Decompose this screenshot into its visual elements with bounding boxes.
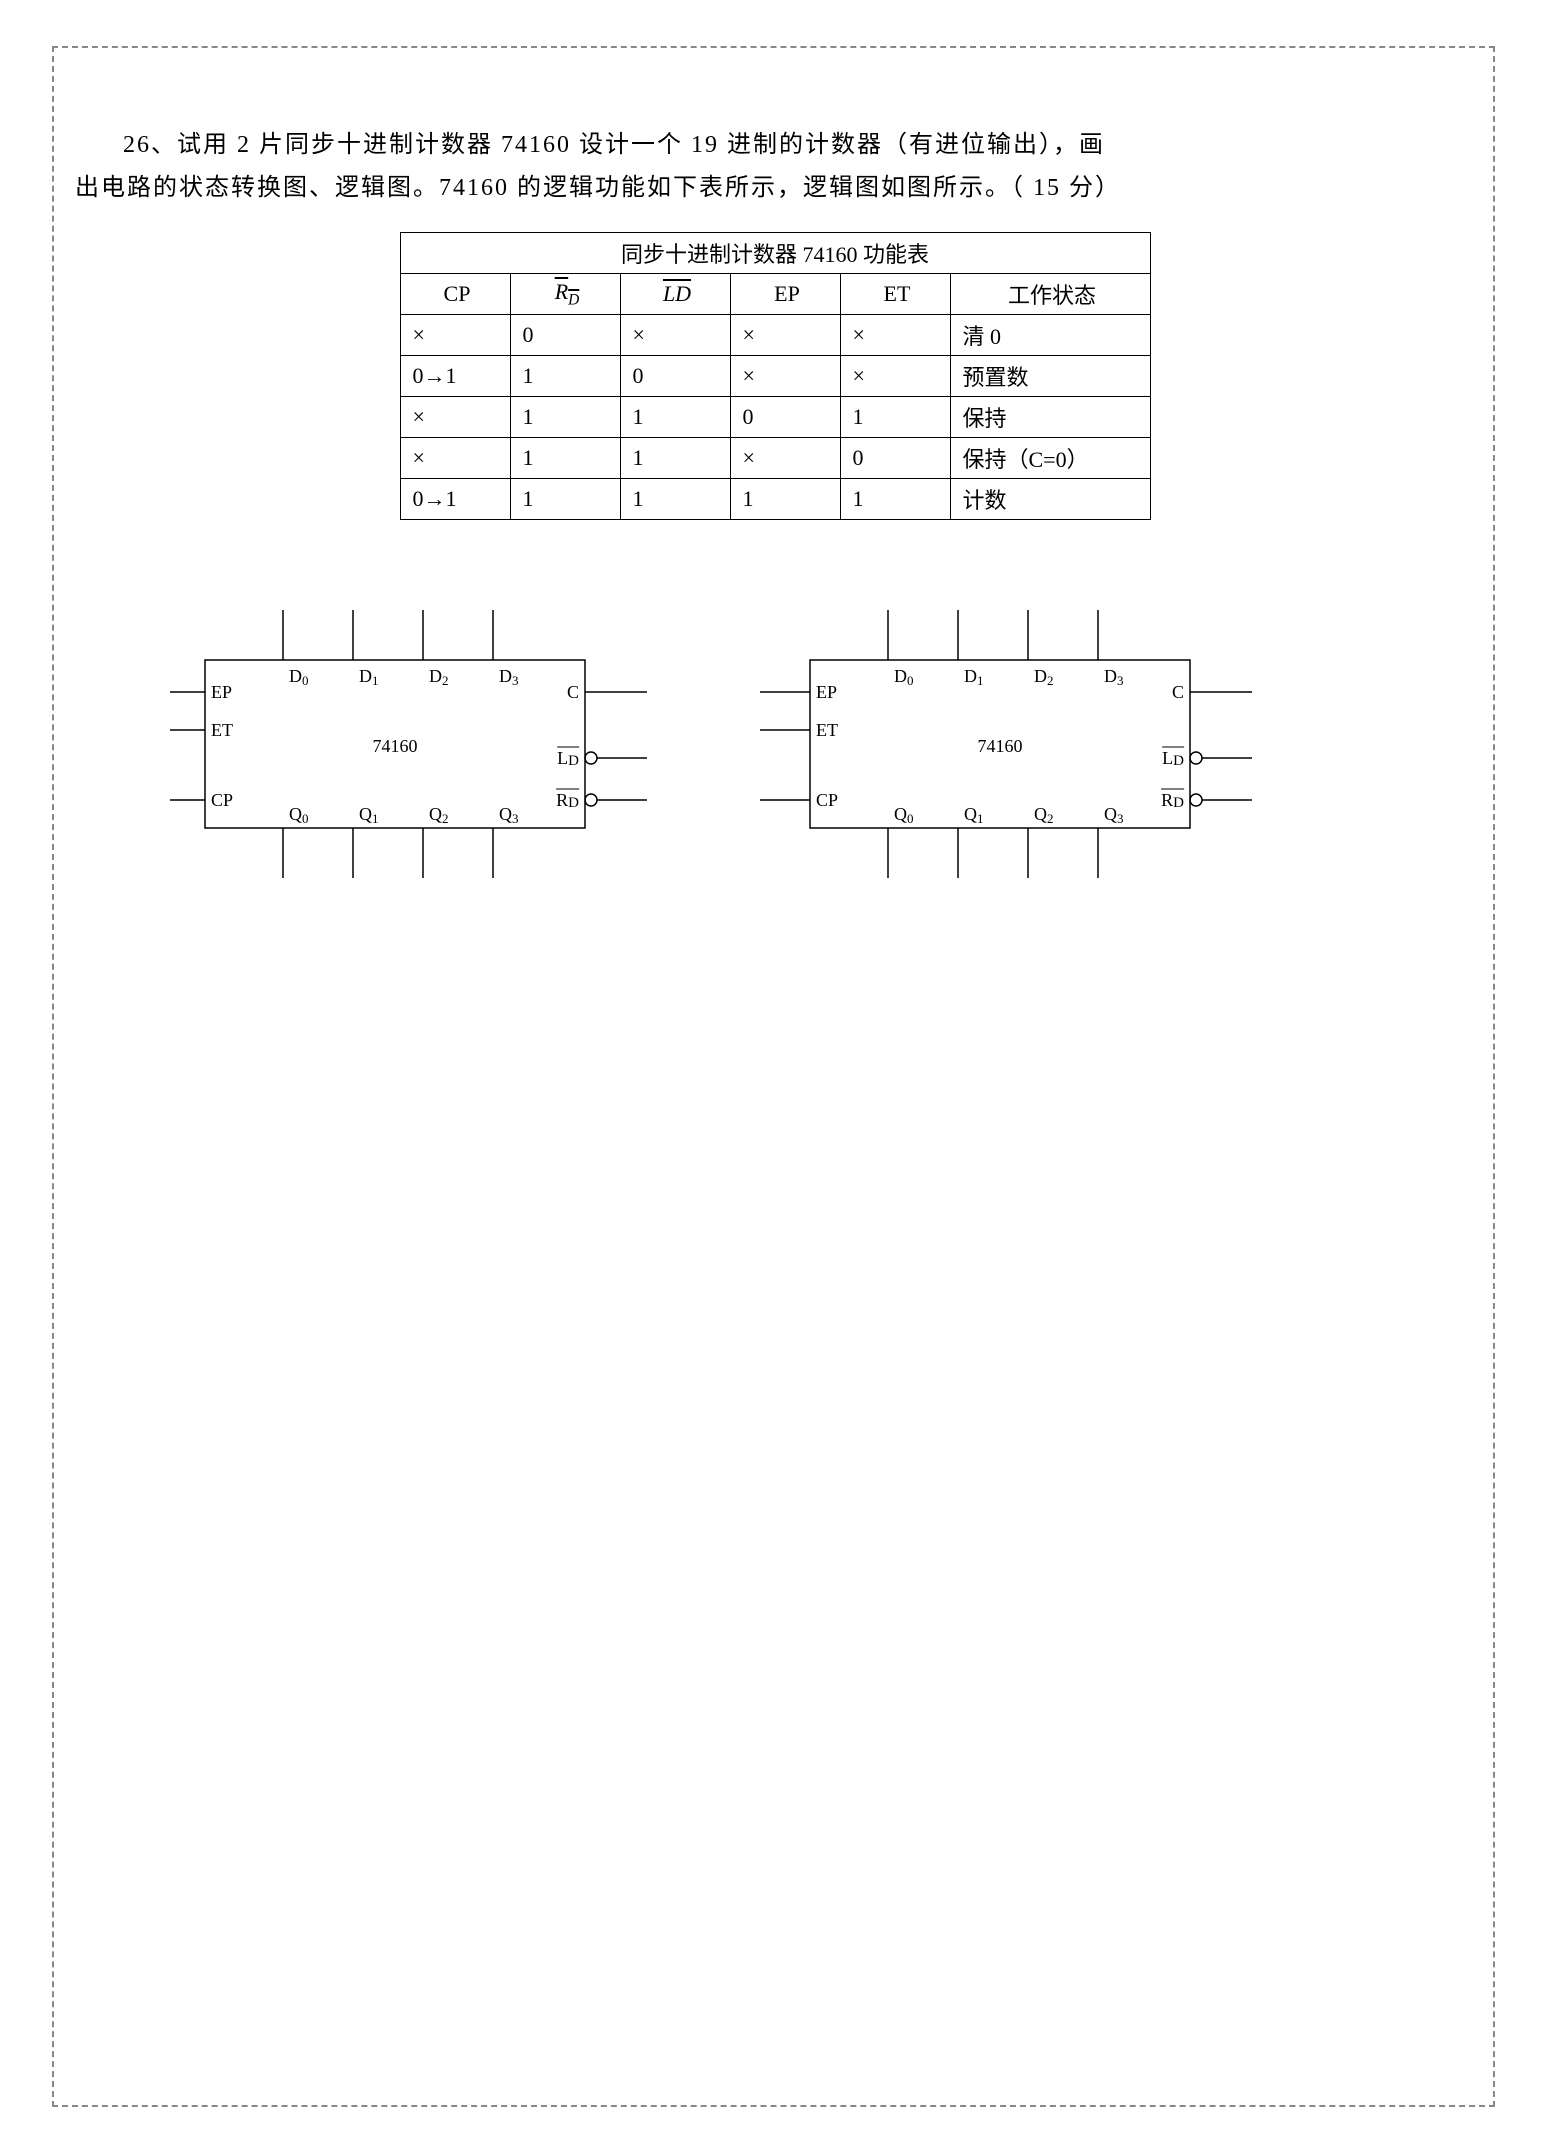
cell-ep: × — [730, 356, 840, 397]
cell-cp: × — [400, 315, 510, 356]
svg-text:Q3: Q3 — [1104, 804, 1124, 826]
cell-state: 预置数 — [950, 356, 1150, 397]
cell-cp: × — [400, 397, 510, 438]
svg-text:Q0: Q0 — [894, 804, 914, 826]
table-header-row: CP RD LD EP ET 工作状态 — [400, 274, 1150, 315]
svg-text:D0: D0 — [289, 666, 309, 688]
svg-text:LD: LD — [557, 748, 579, 769]
cell-cp: × — [400, 438, 510, 479]
cell-state: 保持（C=0） — [950, 438, 1150, 479]
svg-text:C: C — [567, 682, 579, 702]
hdr-ld: LD — [620, 274, 730, 315]
svg-text:C: C — [1172, 682, 1184, 702]
cell-et: 0 — [840, 438, 950, 479]
cell-state: 计数 — [950, 479, 1150, 520]
table-row: 0→11111计数 — [400, 479, 1150, 520]
svg-text:74160: 74160 — [978, 736, 1023, 756]
svg-text:D2: D2 — [1034, 666, 1054, 688]
hdr-rd: RD — [510, 274, 620, 315]
cell-ep: 1 — [730, 479, 840, 520]
svg-text:RD: RD — [556, 790, 579, 811]
q-line1: 试用 2 片同步十进制计数器 74160 设计一个 19 进制的计数器（有进位输… — [177, 132, 1105, 158]
cell-state: 清 0 — [950, 315, 1150, 356]
cell-cp: 0→1 — [400, 356, 510, 397]
q-line2: 出电路的状态转换图、逻辑图。74160 的逻辑功能如下表所示，逻辑图如图所示。（… — [75, 175, 1121, 201]
svg-text:D0: D0 — [894, 666, 914, 688]
cell-rd: 0 — [510, 315, 620, 356]
svg-text:Q2: Q2 — [1034, 804, 1054, 826]
cell-ep: 0 — [730, 397, 840, 438]
svg-text:Q3: Q3 — [499, 804, 519, 826]
svg-text:D3: D3 — [499, 666, 519, 688]
cell-ld: 1 — [620, 397, 730, 438]
svg-text:Q1: Q1 — [964, 804, 984, 826]
cell-rd: 1 — [510, 397, 620, 438]
cell-state: 保持 — [950, 397, 1150, 438]
diagrams-area: 74160 D0 D1 D2 D3 Q0 Q1 Q2 Q3 EP ET CP C LD RD 74160 D0 D… — [170, 610, 1370, 910]
cell-et: 1 — [840, 397, 950, 438]
question-text: 26、试用 2 片同步十进制计数器 74160 设计一个 19 进制的计数器（有… — [75, 124, 1475, 210]
table-row: ×0×××清 0 — [400, 315, 1150, 356]
svg-text:CP: CP — [816, 790, 838, 810]
svg-text:CP: CP — [211, 790, 233, 810]
svg-text:D1: D1 — [359, 666, 379, 688]
cell-ld: 1 — [620, 479, 730, 520]
cell-rd: 1 — [510, 438, 620, 479]
svg-text:D2: D2 — [429, 666, 449, 688]
cell-rd: 1 — [510, 479, 620, 520]
svg-text:Q2: Q2 — [429, 804, 449, 826]
function-table: 同步十进制计数器 74160 功能表 CP RD LD EP ET 工作状态 ×… — [400, 232, 1151, 520]
cell-ep: × — [730, 438, 840, 479]
svg-text:74160: 74160 — [373, 736, 418, 756]
svg-text:D3: D3 — [1104, 666, 1124, 688]
hdr-cp: CP — [400, 274, 510, 315]
function-table-wrap: 同步十进制计数器 74160 功能表 CP RD LD EP ET 工作状态 ×… — [75, 232, 1475, 520]
svg-text:LD: LD — [1162, 748, 1184, 769]
question-number: 26、 — [123, 132, 177, 158]
table-row: ×11×0保持（C=0） — [400, 438, 1150, 479]
table-title: 同步十进制计数器 74160 功能表 — [400, 233, 1150, 274]
hdr-et: ET — [840, 274, 950, 315]
cell-cp: 0→1 — [400, 479, 510, 520]
cell-et: × — [840, 315, 950, 356]
cell-rd: 1 — [510, 356, 620, 397]
svg-text:ET: ET — [816, 720, 838, 740]
svg-text:Q0: Q0 — [289, 804, 309, 826]
svg-text:EP: EP — [211, 682, 232, 702]
cell-ld: × — [620, 315, 730, 356]
cell-ep: × — [730, 315, 840, 356]
content-area: 26、试用 2 片同步十进制计数器 74160 设计一个 19 进制的计数器（有… — [75, 124, 1475, 520]
svg-text:ET: ET — [211, 720, 233, 740]
hdr-ep: EP — [730, 274, 840, 315]
hdr-state: 工作状态 — [950, 274, 1150, 315]
cell-ld: 1 — [620, 438, 730, 479]
svg-text:EP: EP — [816, 682, 837, 702]
svg-text:D1: D1 — [964, 666, 984, 688]
svg-text:Q1: Q1 — [359, 804, 379, 826]
cell-et: × — [840, 356, 950, 397]
cell-et: 1 — [840, 479, 950, 520]
svg-text:RD: RD — [1161, 790, 1184, 811]
cell-ld: 0 — [620, 356, 730, 397]
table-row: 0→110××预置数 — [400, 356, 1150, 397]
chip-diagram-svg: 74160 D0 D1 D2 D3 Q0 Q1 Q2 Q3 EP ET CP C LD RD 74160 D0 D… — [170, 610, 1370, 910]
table-row: ×1101保持 — [400, 397, 1150, 438]
